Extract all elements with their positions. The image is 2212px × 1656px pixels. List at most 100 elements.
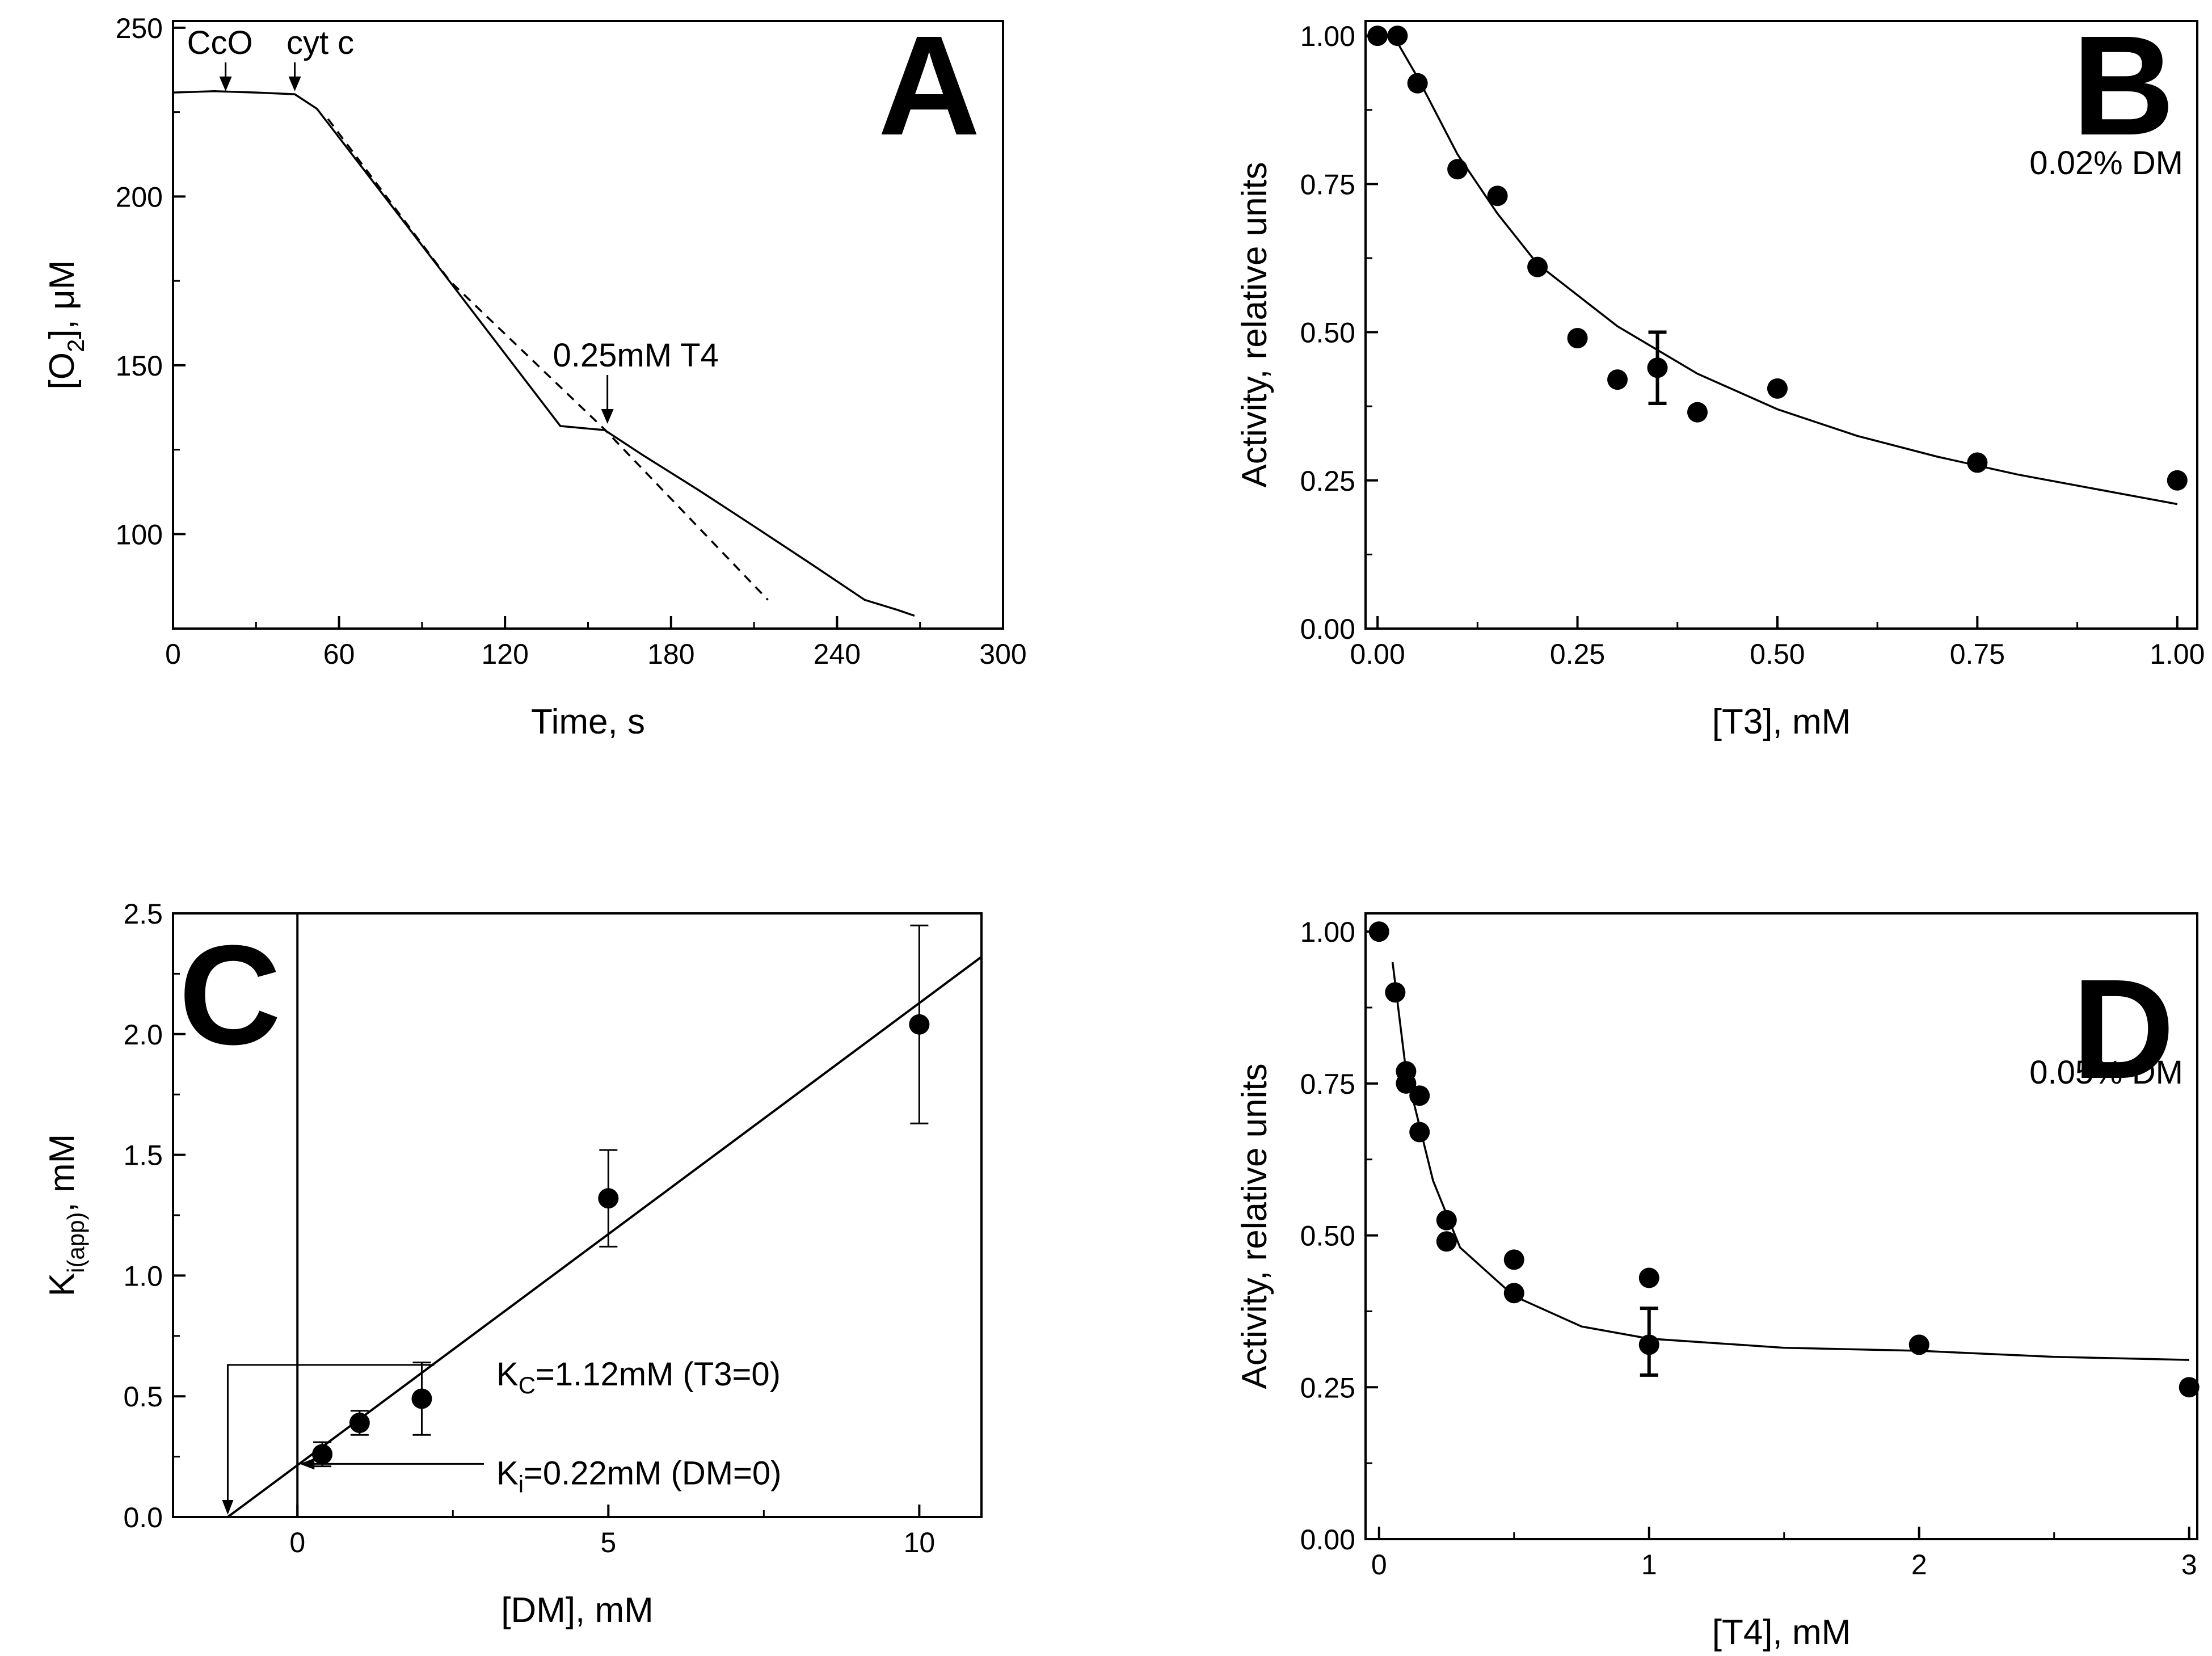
x-tick-label: 180	[647, 638, 694, 670]
panel-c: 0 5 10 0.0 0.5 1.0 1.5 2.0 2.5 [DM], mM Ki(app), m…	[43, 898, 983, 1630]
data-point	[1767, 378, 1788, 399]
y-tick-label: 0.5	[123, 1381, 163, 1413]
data-point	[1368, 921, 1389, 942]
annotation-cyt-c: cyt c	[286, 24, 354, 61]
fit-curve	[1392, 35, 2178, 505]
x-tick-label: 0.50	[1750, 638, 1805, 670]
linear-fit-line	[227, 956, 983, 1518]
data-point	[1687, 402, 1708, 423]
x-tick-label: 120	[481, 638, 528, 670]
x-tick-label: 0	[289, 1527, 305, 1558]
y-tick-label: 0.50	[1300, 317, 1355, 349]
data-point	[349, 1413, 370, 1434]
y-tick-label: 0.0	[123, 1502, 163, 1533]
panel-letter: B	[2072, 6, 2175, 165]
y-tick-label: 0.75	[1300, 168, 1355, 200]
y-tick-label: 0.25	[1300, 1372, 1355, 1404]
kc-arrowhead	[222, 1500, 234, 1515]
y-axis-label-part: ], μM	[43, 260, 82, 339]
ki-annotation: Ki=0.22mM (DM=0)	[496, 1455, 782, 1497]
x-tick-label: 0.25	[1550, 638, 1605, 670]
plot-frame	[1364, 912, 2198, 1540]
y-tick-label: 100	[116, 519, 163, 550]
oxygen-trace-line	[172, 90, 915, 617]
data-point	[1908, 1334, 1929, 1355]
data-point	[598, 1188, 619, 1209]
kc-leader-line	[226, 1364, 435, 1512]
data-point	[1409, 1085, 1430, 1106]
y-tick-label: 1.00	[1300, 916, 1355, 948]
kc-annotation: KC=1.12mM (T3=0)	[496, 1356, 781, 1398]
data-point	[1638, 1334, 1659, 1355]
y-tick-label: 0.25	[1300, 465, 1355, 497]
annotation-t4: 0.25mM T4	[553, 337, 719, 374]
y-axis-label: Ki(app), mM	[43, 1134, 89, 1297]
data-point	[411, 1388, 432, 1409]
y-axis-label: Activity, relative units	[1235, 1063, 1274, 1389]
ki-annotation-part: K	[496, 1455, 519, 1491]
y-tick-label: 0.00	[1300, 1524, 1355, 1556]
y-axis-label-part: [O	[43, 352, 82, 389]
data-point	[909, 1014, 930, 1035]
plot-frame	[172, 912, 983, 1518]
y-tick-label: 2.0	[123, 1019, 163, 1051]
kc-annotation-part: =1.12mM (T3=0)	[536, 1356, 781, 1393]
data-point	[1503, 1283, 1524, 1304]
data-point	[1387, 26, 1408, 47]
x-tick-label: 60	[323, 638, 355, 670]
y-tick-label: 200	[116, 181, 163, 213]
data-point	[1967, 452, 1988, 473]
data-point	[1436, 1231, 1457, 1252]
dashed-extrapolation-line	[327, 118, 769, 601]
data-point	[1527, 256, 1548, 277]
panel-letter: C	[179, 916, 281, 1074]
x-tick-label: 1	[1641, 1549, 1657, 1581]
y-tick-label: 0.00	[1300, 613, 1355, 645]
data-point	[1447, 159, 1468, 180]
data-point	[1567, 328, 1588, 349]
y-tick-label: 1.00	[1300, 20, 1355, 52]
plot-frame	[1364, 20, 2198, 630]
data-point	[312, 1444, 333, 1465]
data-point	[1409, 1122, 1430, 1143]
data-point	[2167, 470, 2188, 491]
panel-b: 0.00 0.25 0.50 0.75 1.00 0.00 0.25 0.50 0.75 1.00…	[1235, 6, 2205, 741]
y-tick-label: 0.75	[1300, 1068, 1355, 1100]
panel-letter: A	[878, 6, 980, 165]
data-point	[1638, 1267, 1659, 1288]
x-axis-label: [DM], mM	[501, 1591, 654, 1630]
x-tick-label: 0	[1371, 1549, 1387, 1581]
annotation-arrowhead	[601, 409, 614, 424]
condition-annotation: 0.02% DM	[2029, 145, 2183, 182]
y-axis-label: [O2], μM	[43, 260, 89, 390]
fit-curve	[1391, 962, 2189, 1361]
x-tick-label: 0	[165, 638, 181, 670]
ki-annotation-part: =0.22mM (DM=0)	[524, 1455, 781, 1491]
data-point	[1367, 26, 1388, 47]
x-tick-label: 0.75	[1950, 638, 2005, 670]
kc-annotation-part: K	[496, 1356, 519, 1393]
y-axis-label-part: i(app)	[62, 1212, 89, 1273]
data-point	[1647, 357, 1668, 378]
data-point	[2179, 1377, 2200, 1398]
x-tick-label: 2	[1911, 1549, 1927, 1581]
x-tick-label: 10	[904, 1527, 936, 1558]
x-tick-label: 0.00	[1350, 638, 1405, 670]
kc-annotation-part: C	[519, 1372, 536, 1398]
data-point	[1607, 369, 1628, 390]
y-tick-label: 1.0	[123, 1260, 163, 1292]
x-tick-label: 1.00	[2150, 638, 2205, 670]
data-point	[1436, 1210, 1457, 1231]
data-point	[1385, 982, 1406, 1003]
y-tick-label: 150	[116, 350, 163, 382]
x-axis-label: [T3], mM	[1712, 702, 1851, 741]
panel-letter: D	[2072, 950, 2175, 1108]
panel-a: 0 60 120 180 240 300 100 150 200 250 Time, s [O2], …	[43, 6, 1027, 741]
condition-annotation: 0.05% DM	[2029, 1054, 2183, 1091]
x-tick-label: 3	[2181, 1549, 2197, 1581]
x-tick-label: 300	[979, 638, 1026, 670]
y-axis-label-part: 2	[62, 339, 89, 352]
x-axis-label: [T4], mM	[1712, 1613, 1851, 1652]
ki-arrowhead	[300, 1458, 315, 1470]
